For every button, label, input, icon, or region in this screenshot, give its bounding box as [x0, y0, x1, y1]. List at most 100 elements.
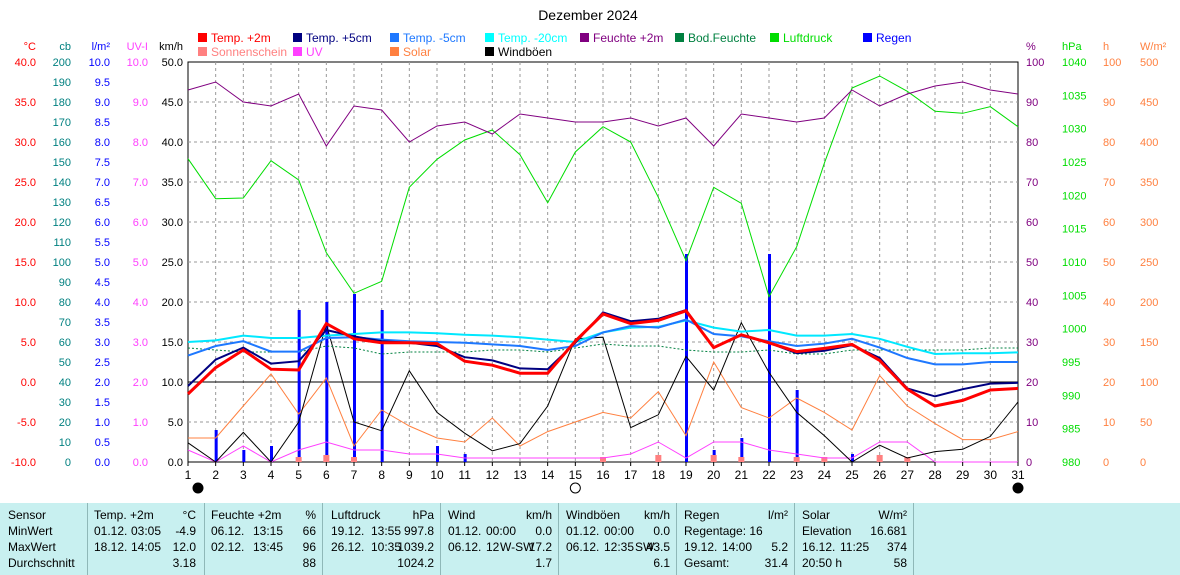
- axis-tick-0-8: 30.0: [15, 137, 36, 149]
- axis-tick-r1-3: 995: [1062, 357, 1080, 369]
- legend-label-11: Windböen: [498, 45, 552, 59]
- wind-unit: km/h: [525, 508, 552, 522]
- hum-max-value: 96: [302, 540, 316, 554]
- axis-tick-3-2: 2.0: [133, 377, 148, 389]
- axis-tick-3-1: 1.0: [133, 417, 148, 429]
- stats-gust: Windböen km/h 01.12. 00:00 0.0 06.12. 12:35 S…: [559, 503, 677, 575]
- axis-unit-4: km/h: [159, 41, 183, 53]
- press-min-value: 997.8: [403, 524, 434, 538]
- temp-avg: 3.18: [172, 556, 196, 570]
- solar-max-date: 16.12.: [802, 540, 836, 554]
- series-bodenfeuchte: [187, 343, 1018, 355]
- moon-full-icon-1: [569, 482, 581, 494]
- axis-tick-2-10: 5.0: [95, 257, 110, 269]
- x-label-18: 18: [652, 468, 666, 482]
- sunshine-bar-18: [655, 455, 662, 462]
- axis-tick-r2-1: 10: [1103, 417, 1115, 429]
- axis-tick-0-2: 0.0: [21, 377, 36, 389]
- axis-tick-1-4: 40: [59, 377, 71, 389]
- axis-tick-2-11: 5.5: [95, 237, 110, 249]
- solar-max-value: 374: [886, 540, 907, 554]
- axis-tick-r0-5: 50: [1026, 257, 1038, 269]
- x-label-12: 12: [486, 468, 500, 482]
- solar-max-time: 11:25: [840, 540, 870, 554]
- chart-axes: °C -10.0 -5.0 0.0 5.0 10.0 15.0 20.0 25.0 30.0 35.…: [11, 41, 1167, 469]
- stats-labels: Sensor MinWert MaxWert Durchschnitt: [0, 503, 88, 575]
- axis-tick-2-17: 8.5: [95, 117, 110, 129]
- axis-unit-2: l/m²: [92, 41, 111, 53]
- legend-label-5: Bod.Feuchte: [688, 31, 756, 45]
- x-label-19: 19: [679, 468, 693, 482]
- axis-tick-r0-1: 10: [1026, 417, 1038, 429]
- axis-tick-r2-10: 100: [1103, 57, 1121, 69]
- stats-panel: Sensor MinWert MaxWert Durchschnitt Temp…: [0, 503, 1180, 575]
- axis-tick-2-14: 7.0: [95, 177, 110, 189]
- axis-tick-4-0: 0.0: [168, 457, 183, 469]
- axis-tick-r2-3: 30: [1103, 337, 1115, 349]
- x-label-24: 24: [818, 468, 832, 482]
- x-label-27: 27: [901, 468, 915, 482]
- series-uv: [187, 441, 1018, 463]
- axis-tick-1-18: 180: [53, 97, 71, 109]
- series-feuchte: [187, 81, 1019, 147]
- wind-title: Wind: [448, 508, 476, 522]
- legend-swatch-11: [485, 47, 494, 56]
- axis-tick-r1-5: 1005: [1062, 290, 1086, 302]
- x-label-17: 17: [624, 468, 638, 482]
- legend-label-2: Temp. -5cm: [403, 31, 466, 45]
- press-max-date: 26.12.: [331, 540, 365, 554]
- axis-tick-2-19: 9.5: [95, 77, 110, 89]
- axis-tick-r1-2: 990: [1062, 390, 1080, 402]
- label-sensor: Sensor: [8, 508, 47, 522]
- sunshine-bar-26: [876, 455, 883, 462]
- legend-swatch-6: [770, 33, 779, 42]
- axis-tick-0-9: 35.0: [15, 97, 36, 109]
- legend-swatch-7: [863, 33, 872, 42]
- axis-tick-r3-5: 250: [1140, 257, 1158, 269]
- temp-unit: °C: [182, 508, 196, 522]
- axis-tick-4-9: 45.0: [162, 97, 183, 109]
- axis-tick-r3-10: 500: [1140, 57, 1158, 69]
- axis-tick-3-4: 4.0: [133, 297, 148, 309]
- x-label-15: 15: [569, 468, 583, 482]
- legend-swatch-9: [293, 47, 302, 56]
- legend-label-4: Feuchte +2m: [593, 31, 663, 45]
- sunshine-bar-20: [710, 455, 717, 462]
- axis-unit-r2: h: [1103, 41, 1109, 53]
- stats-wind: Wind km/h 01.12. 00:00 0.0 06.12. 12 W-SW 17.2…: [441, 503, 559, 575]
- solar-elevation-label: Elevation: [802, 524, 852, 538]
- temp-title: Temp. +2m: [94, 508, 154, 522]
- hum-max-date: 02.12.: [211, 540, 245, 554]
- axis-tick-0-4: 10.0: [15, 297, 36, 309]
- legend-label-6: Luftdruck: [783, 31, 833, 45]
- axis-tick-r1-9: 1025: [1062, 157, 1086, 169]
- axis-tick-1-19: 190: [53, 77, 71, 89]
- axis-tick-4-3: 15.0: [162, 337, 183, 349]
- axis-tick-3-3: 3.0: [133, 337, 148, 349]
- x-label-14: 14: [541, 468, 555, 482]
- axis-unit-1: cb: [59, 41, 71, 53]
- wind-avg: 1.7: [535, 556, 552, 570]
- press-min-time: 13:55: [371, 524, 402, 538]
- axis-tick-2-15: 7.5: [95, 157, 110, 169]
- rain-days: Regentage: 16: [684, 524, 763, 538]
- axis-tick-2-3: 1.5: [95, 397, 110, 409]
- axis-tick-1-7: 70: [59, 317, 71, 329]
- axis-tick-r0-9: 90: [1026, 97, 1038, 109]
- x-label-3: 3: [240, 468, 247, 482]
- gust-min-value: 0.0: [653, 524, 670, 538]
- axis-tick-r2-5: 50: [1103, 257, 1115, 269]
- temp-max-date: 18.12.: [94, 540, 128, 554]
- hum-max-time: 13:45: [253, 540, 284, 554]
- x-label-13: 13: [513, 468, 527, 482]
- axis-unit-0: °C: [24, 41, 36, 53]
- axis-tick-2-0: 0.0: [95, 457, 110, 469]
- axis-unit-r1: hPa: [1062, 41, 1082, 53]
- axis-tick-3-10: 10.0: [127, 57, 148, 69]
- axis-tick-4-8: 40.0: [162, 137, 183, 149]
- x-label-16: 16: [596, 468, 610, 482]
- x-label-6: 6: [323, 468, 330, 482]
- axis-tick-3-5: 5.0: [133, 257, 148, 269]
- legend-swatch-8: [198, 47, 207, 56]
- x-label-10: 10: [430, 468, 444, 482]
